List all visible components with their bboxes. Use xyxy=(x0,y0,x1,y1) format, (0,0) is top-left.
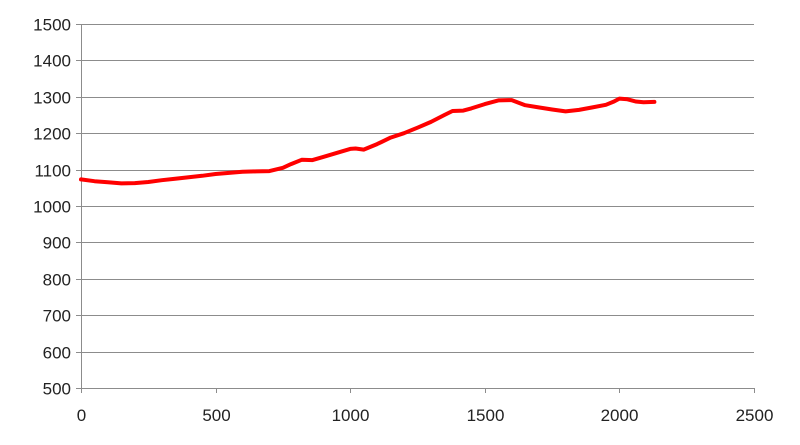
y-tick-label: 1300 xyxy=(33,89,71,108)
y-tick-label: 1200 xyxy=(33,125,71,144)
x-tick-label: 2500 xyxy=(736,406,774,425)
y-tick-label: 500 xyxy=(43,380,71,399)
gridlines xyxy=(81,24,754,389)
x-tick-label: 1000 xyxy=(332,406,370,425)
y-tick-label: 1000 xyxy=(33,198,71,217)
x-tick-label: 0 xyxy=(77,406,86,425)
y-tick-label: 1100 xyxy=(34,162,71,181)
series-layer xyxy=(79,96,657,186)
x-tick-label: 1500 xyxy=(467,406,505,425)
y-tick-labels: 500 600 700 800 900 1000 1100 1200 1300 1400 1500 xyxy=(33,16,71,399)
y-tick-label: 900 xyxy=(43,234,71,253)
y-tick-label: 700 xyxy=(43,307,71,326)
series-line-0 xyxy=(79,96,657,186)
x-tick-label: 500 xyxy=(202,406,230,425)
y-tick-label: 600 xyxy=(43,344,71,363)
x-tick-label: 2000 xyxy=(601,406,639,425)
x-tick-labels: 0 500 1000 1500 2000 2500 xyxy=(77,406,774,425)
axes xyxy=(76,24,755,393)
y-tick-label: 1400 xyxy=(33,52,71,71)
y-tick-label: 1500 xyxy=(33,16,71,35)
y-tick-label: 800 xyxy=(43,271,71,290)
